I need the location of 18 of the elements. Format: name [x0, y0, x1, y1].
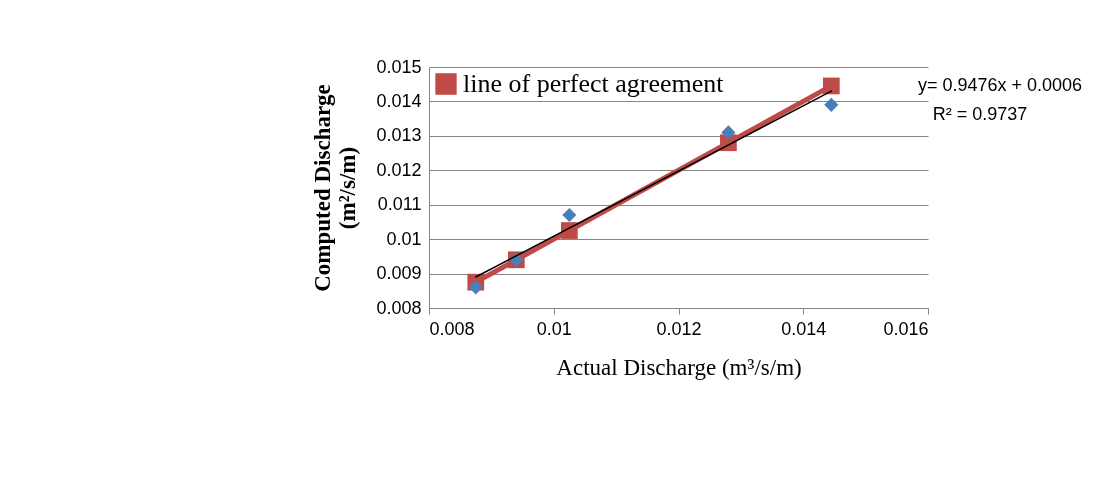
x-tick-label: 0.012	[656, 318, 702, 339]
x-tick-label: 0.008	[429, 318, 475, 339]
x-tick-label: 0.016	[883, 318, 929, 339]
y-tick-label: 0.009	[376, 263, 422, 284]
y-tick-label: 0.013	[376, 125, 422, 146]
legend-label: line of perfect agreement	[463, 69, 725, 98]
x-tick-label: 0.014	[781, 318, 827, 339]
y-tick-label: 0.01	[386, 228, 422, 249]
y-axis-title: Computed Discharge (m²/s/m)	[310, 84, 361, 292]
text: R² = 0.9737	[932, 104, 1028, 124]
y-tick-label: 0.014	[376, 90, 422, 111]
x-tick-label: 0.01	[536, 318, 572, 339]
y-tick-label: 0.011	[377, 194, 422, 215]
annotation: y= 0.9476x + 0.0006	[917, 75, 1083, 95]
y-tick-label: 0.012	[376, 159, 422, 180]
x-axis-title: Actual Discharge (m³/s/m)	[556, 354, 802, 380]
y-tick-label: 0.008	[376, 297, 422, 318]
y-tick-label: 0.015	[376, 56, 422, 77]
